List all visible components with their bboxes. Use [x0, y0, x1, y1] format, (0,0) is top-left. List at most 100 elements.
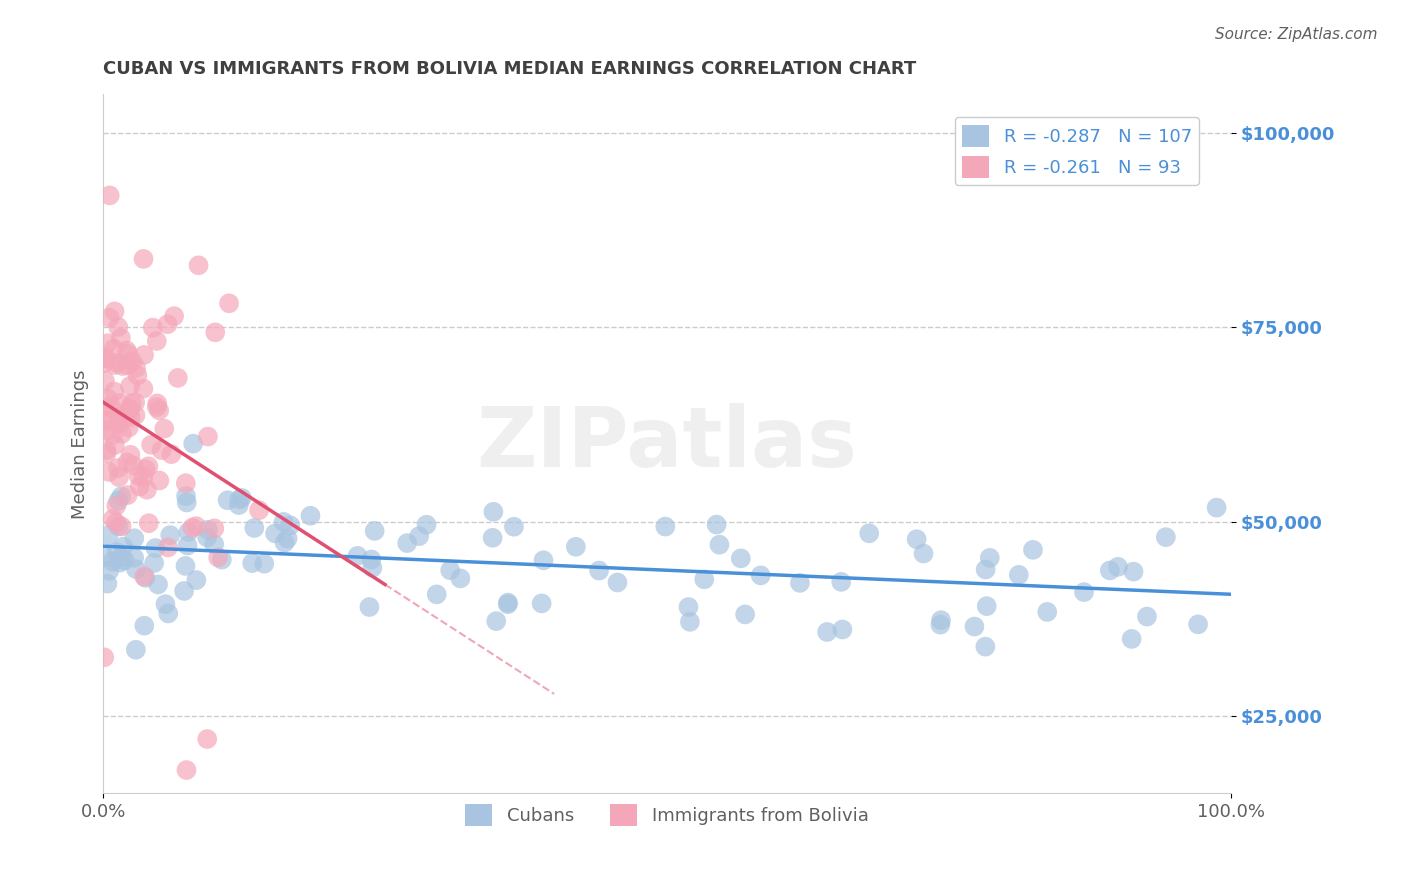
Immigrants from Bolivia	[103, 384, 125, 399]
Cubans	[1136, 609, 1159, 624]
Cubans	[503, 520, 526, 534]
Cubans	[1022, 542, 1045, 557]
Immigrants from Bolivia	[103, 342, 125, 356]
Cubans	[1205, 500, 1227, 515]
Immigrants from Bolivia	[145, 334, 167, 348]
Cubans	[858, 526, 880, 541]
Cubans	[240, 556, 263, 570]
Cubans	[157, 607, 180, 621]
Cubans	[107, 519, 129, 533]
Cubans	[173, 584, 195, 599]
Immigrants from Bolivia	[139, 438, 162, 452]
Cubans	[176, 495, 198, 509]
Cubans	[485, 614, 508, 628]
Immigrants from Bolivia	[148, 403, 170, 417]
Cubans	[706, 517, 728, 532]
Immigrants from Bolivia	[138, 459, 160, 474]
Cubans	[277, 532, 299, 546]
Cubans	[396, 536, 419, 550]
Cubans	[186, 573, 208, 587]
Cubans	[98, 564, 121, 578]
Cubans	[159, 528, 181, 542]
Cubans	[360, 552, 382, 566]
Cubans	[112, 540, 135, 554]
Cubans	[231, 491, 253, 505]
Cubans	[124, 531, 146, 545]
Immigrants from Bolivia	[218, 296, 240, 310]
Immigrants from Bolivia	[93, 351, 115, 366]
Cubans	[905, 533, 928, 547]
Immigrants from Bolivia	[97, 336, 120, 351]
Immigrants from Bolivia	[101, 512, 124, 526]
Immigrants from Bolivia	[181, 520, 204, 534]
Cubans	[408, 529, 430, 543]
Legend: Cubans, Immigrants from Bolivia: Cubans, Immigrants from Bolivia	[458, 797, 876, 833]
Immigrants from Bolivia	[110, 519, 132, 533]
Cubans	[195, 530, 218, 544]
Cubans	[359, 599, 381, 614]
Immigrants from Bolivia	[105, 516, 128, 530]
Text: CUBAN VS IMMIGRANTS FROM BOLIVIA MEDIAN EARNINGS CORRELATION CHART: CUBAN VS IMMIGRANTS FROM BOLIVIA MEDIAN …	[103, 60, 917, 78]
Immigrants from Bolivia	[163, 309, 186, 323]
Immigrants from Bolivia	[96, 443, 118, 458]
Cubans	[143, 556, 166, 570]
Immigrants from Bolivia	[128, 479, 150, 493]
Immigrants from Bolivia	[98, 412, 121, 426]
Cubans	[278, 518, 301, 533]
Cubans	[533, 553, 555, 567]
Cubans	[496, 596, 519, 610]
Cubans	[730, 551, 752, 566]
Immigrants from Bolivia	[118, 403, 141, 417]
Cubans	[1008, 567, 1031, 582]
Cubans	[174, 558, 197, 573]
Cubans	[789, 575, 811, 590]
Immigrants from Bolivia	[121, 396, 143, 410]
Cubans	[264, 526, 287, 541]
Immigrants from Bolivia	[124, 395, 146, 409]
Immigrants from Bolivia	[94, 424, 117, 438]
Immigrants from Bolivia	[132, 382, 155, 396]
Immigrants from Bolivia	[101, 427, 124, 442]
Cubans	[174, 489, 197, 503]
Cubans	[125, 642, 148, 657]
Immigrants from Bolivia	[105, 499, 128, 513]
Immigrants from Bolivia	[117, 488, 139, 502]
Immigrants from Bolivia	[148, 474, 170, 488]
Immigrants from Bolivia	[97, 392, 120, 406]
Cubans	[110, 489, 132, 503]
Immigrants from Bolivia	[96, 446, 118, 460]
Immigrants from Bolivia	[93, 400, 115, 414]
Cubans	[145, 541, 167, 555]
Immigrants from Bolivia	[111, 426, 134, 441]
Cubans	[482, 505, 505, 519]
Cubans	[211, 552, 233, 566]
Immigrants from Bolivia	[153, 422, 176, 436]
Cubans	[134, 618, 156, 632]
Text: Source: ZipAtlas.com: Source: ZipAtlas.com	[1215, 27, 1378, 42]
Cubans	[107, 493, 129, 508]
Immigrants from Bolivia	[156, 541, 179, 555]
Immigrants from Bolivia	[112, 409, 135, 424]
Immigrants from Bolivia	[135, 462, 157, 476]
Cubans	[1121, 632, 1143, 646]
Cubans	[96, 576, 118, 591]
Immigrants from Bolivia	[94, 351, 117, 365]
Immigrants from Bolivia	[108, 470, 131, 484]
Cubans	[496, 597, 519, 611]
Cubans	[530, 596, 553, 610]
Immigrants from Bolivia	[117, 456, 139, 470]
Immigrants from Bolivia	[187, 258, 209, 272]
Immigrants from Bolivia	[132, 470, 155, 484]
Cubans	[606, 575, 628, 590]
Immigrants from Bolivia	[204, 326, 226, 340]
Immigrants from Bolivia	[104, 438, 127, 452]
Immigrants from Bolivia	[120, 410, 142, 425]
Cubans	[831, 623, 853, 637]
Immigrants from Bolivia	[93, 414, 115, 428]
Cubans	[243, 521, 266, 535]
Cubans	[273, 515, 295, 529]
Immigrants from Bolivia	[93, 650, 115, 665]
Cubans	[361, 560, 384, 574]
Cubans	[974, 640, 997, 654]
Immigrants from Bolivia	[97, 465, 120, 479]
